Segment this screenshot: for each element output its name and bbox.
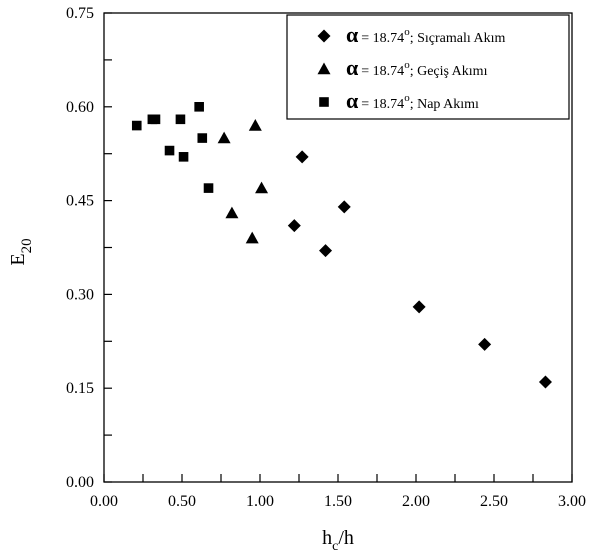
x-tick-label: 1.00 [246, 493, 274, 510]
legend-value: = 18.74 [361, 31, 404, 46]
legend-label: α = 18.74o; Geçiş Akımı [346, 55, 488, 80]
square-point [197, 133, 208, 143]
y-tick-label: 0.75 [66, 5, 94, 22]
legend-series-name: ; Geçiş Akımı [410, 64, 488, 79]
legend-marker-square [319, 97, 329, 107]
x-tick-label: 1.50 [324, 493, 352, 510]
x-tick-label: 3.00 [558, 493, 586, 510]
triangle-point [248, 119, 262, 131]
diamond-point [478, 337, 492, 351]
x-axis: 0.00 0.50 1.00 1.50 2.00 2.50 3.00 [90, 474, 586, 510]
triangle-point [225, 206, 239, 219]
alpha-symbol: α [346, 88, 359, 113]
data-points [131, 102, 552, 389]
legend-marker-diamond [317, 29, 331, 43]
legend-value: = 18.74 [361, 64, 404, 79]
diamond-point [337, 200, 351, 214]
legend-item: α = 18.74o; Sıçramalı Akım [317, 22, 505, 47]
square-point [178, 152, 189, 162]
diamond-point [538, 375, 552, 389]
square-point [175, 114, 186, 125]
square-point [203, 183, 214, 193]
legend-label: α = 18.74o; Sıçramalı Akım [346, 22, 505, 47]
legend-item: α = 18.74o; Geçiş Akımı [317, 55, 488, 80]
alpha-symbol: α [346, 22, 359, 47]
x-axis-title-tail: /h [338, 527, 354, 549]
square-point [150, 114, 161, 125]
triangle-point [245, 231, 259, 244]
square-point [164, 145, 175, 156]
y-axis-title-subscript: 20 [19, 238, 35, 253]
square-point [194, 102, 204, 112]
x-axis-title-main: h [322, 527, 332, 549]
y-tick-label: 0.45 [66, 193, 94, 210]
legend-series-name: ; Nap Akımı [410, 97, 479, 112]
y-axis: 0.00 0.15 0.30 0.45 0.60 0.75 [66, 5, 112, 491]
legend-value: = 18.74 [361, 97, 404, 112]
series-square [131, 102, 214, 193]
x-tick-label: 0.50 [168, 493, 196, 510]
x-axis-title: hc/h [322, 527, 354, 554]
y-tick-label: 0.00 [66, 474, 94, 491]
legend-box [286, 14, 570, 120]
legend-label: α = 18.74o; Nap Akımı [346, 88, 479, 113]
series-triangle [217, 119, 269, 244]
legend-item: α = 18.74o; Nap Akımı [319, 88, 479, 113]
legend-marker-triangle [317, 62, 331, 75]
y-axis-title: E20 [7, 238, 35, 265]
diamond-point [319, 244, 333, 258]
series-diamond [287, 150, 552, 389]
square-point [131, 120, 142, 131]
triangle-point [255, 181, 269, 194]
degree-superscript: o [404, 92, 410, 104]
legend-series-name: ; Sıçramalı Akım [410, 31, 506, 46]
x-tick-label: 0.00 [90, 493, 118, 510]
triangle-point [217, 131, 231, 144]
alpha-symbol: α [346, 55, 359, 80]
x-axis-title-subscript: c [332, 539, 338, 554]
y-tick-label: 0.30 [66, 286, 94, 303]
x-tick-label: 2.50 [480, 493, 508, 510]
degree-superscript: o [404, 26, 410, 38]
x-tick-label: 2.00 [402, 493, 430, 510]
diamond-point [287, 219, 301, 233]
diamond-point [412, 300, 426, 314]
degree-superscript: o [404, 59, 410, 71]
y-tick-label: 0.15 [66, 380, 94, 397]
y-tick-label: 0.60 [66, 99, 94, 116]
y-axis-title-main: E [7, 253, 29, 265]
diamond-point [295, 150, 309, 164]
